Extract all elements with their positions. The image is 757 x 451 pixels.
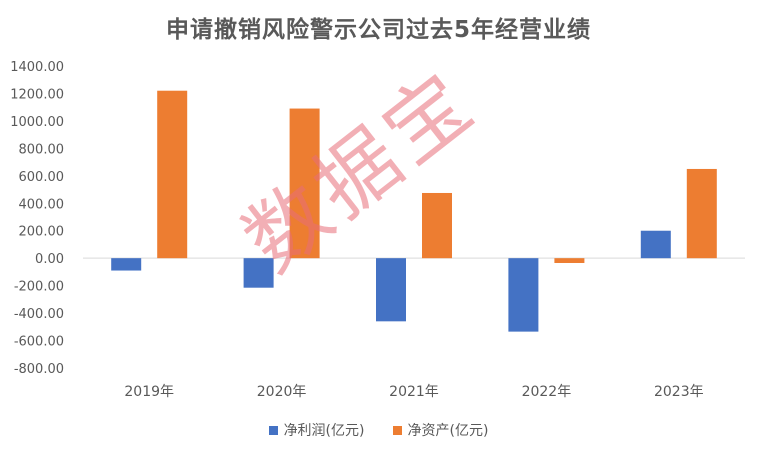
y-tick-label: 200.00 — [19, 225, 65, 240]
bar-net-assets — [157, 90, 188, 259]
x-tick-label: 2020年 — [257, 384, 307, 400]
legend-swatch-net-assets — [392, 425, 402, 435]
x-tick-label: 2022年 — [522, 384, 572, 400]
y-tick-label: 400.00 — [19, 197, 65, 212]
legend-label-net-profit: 净利润(亿元) — [283, 423, 365, 439]
bar-net-assets — [554, 258, 585, 263]
y-tick-label: 1200.00 — [10, 87, 64, 102]
bar-net-profit — [243, 258, 274, 288]
bar-net-profit — [376, 258, 406, 322]
chart-title: 申请撤销风险警示公司过去5年经营业绩 — [165, 17, 591, 43]
legend: 净利润(亿元) 净资产(亿元) — [0, 420, 757, 440]
x-tick-label: 2019年 — [124, 384, 174, 400]
legend-item-net-assets: 净资产(亿元) — [392, 420, 489, 440]
legend-item-net-profit: 净利润(亿元) — [268, 420, 365, 440]
y-tick-label: 600.00 — [19, 170, 65, 185]
x-tick-label: 2023年 — [654, 384, 704, 400]
bar-net-profit — [111, 258, 142, 271]
legend-swatch-net-profit — [268, 425, 278, 435]
y-tick-label: -200.00 — [14, 280, 64, 295]
legend-label-net-assets: 净资产(亿元) — [407, 423, 489, 439]
bar-net-assets — [289, 108, 320, 259]
bar-net-assets — [686, 168, 717, 259]
bar-net-assets — [422, 192, 452, 259]
x-tick-label: 2021年 — [389, 384, 439, 400]
bar-net-profit — [640, 230, 671, 259]
y-tick-label: -600.00 — [14, 335, 64, 350]
y-tick-label: 1000.00 — [10, 115, 64, 130]
y-tick-label: 800.00 — [19, 142, 65, 157]
y-tick-label: 0.00 — [35, 252, 64, 267]
bar-net-profit — [508, 258, 539, 332]
y-tick-label: -400.00 — [14, 307, 64, 322]
y-tick-label: -800.00 — [14, 362, 64, 377]
y-tick-label: 1400.00 — [10, 60, 64, 75]
